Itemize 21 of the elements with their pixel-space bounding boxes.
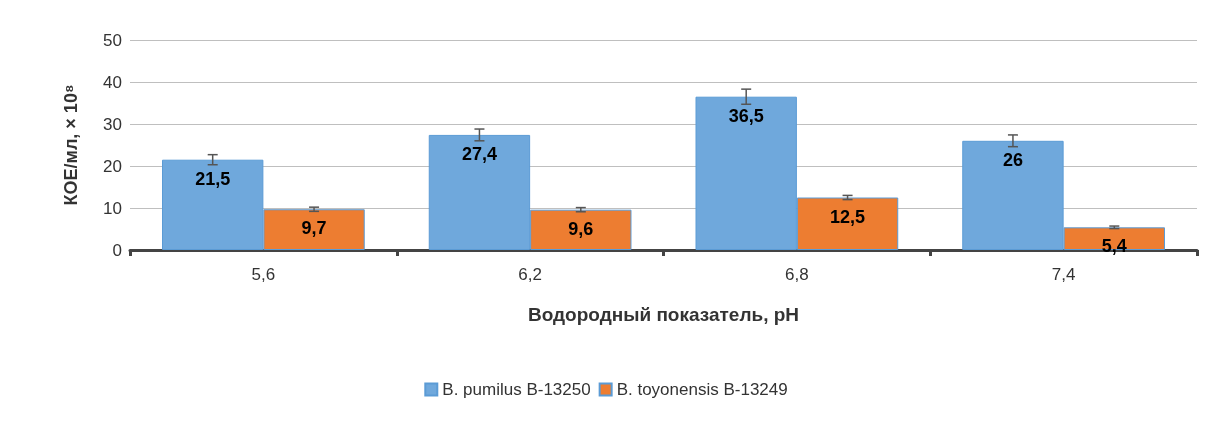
x-tick-label: 6,8	[785, 265, 809, 284]
data-label: 36,5	[728, 105, 764, 126]
x-tick-label: 7,4	[1051, 265, 1076, 284]
legend-label: B. pumilus B-13250	[442, 380, 591, 399]
y-tick-label: 10	[103, 198, 122, 218]
data-label: 27,4	[461, 143, 497, 164]
x-axis-title: Водородный показатель, pH	[527, 304, 800, 325]
y-tick-label: 40	[103, 72, 122, 92]
x-tick-label: 6,2	[518, 265, 542, 284]
legend-label: B. toyonensis B-13249	[616, 380, 788, 399]
y-tick-label: 20	[103, 156, 122, 176]
data-label: 26	[1002, 149, 1023, 170]
y-tick-label: 50	[103, 30, 122, 50]
data-label: 12,5	[830, 206, 866, 227]
data-label: 21,5	[195, 168, 231, 189]
y-tick-label: 30	[103, 114, 122, 134]
data-label: 9,6	[568, 218, 594, 239]
y-tick-label: 0	[112, 240, 122, 260]
data-label: 9,7	[301, 218, 327, 239]
x-tick-label: 5,6	[251, 265, 276, 284]
y-axis-title: КОЕ/мл, × 10⁸	[61, 84, 81, 206]
